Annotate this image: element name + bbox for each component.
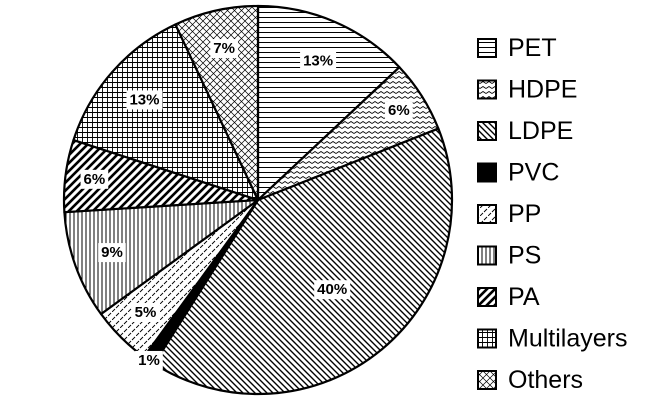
legend-label-pet: PET [508,34,557,62]
legend-label-ldpe: LDPE [508,117,573,145]
legend-swatch-pp [477,204,497,224]
data-label-bg-hdpe [385,101,413,121]
pie-data-labels: 13% 6% 40% 1% 5% 9% 6% 13% 7% [80,39,413,370]
data-label-bg-others [210,39,238,59]
legend-label-others: Others [508,366,583,394]
data-label-pa: 6% [84,171,106,188]
legend-swatch-pvc [477,162,497,183]
pie-slice-ldpe [152,127,454,396]
data-label-pet: 13% [303,53,333,70]
data-label-bg-pvc [135,350,163,370]
legend-swatch-ldpe [477,121,497,141]
data-label-others: 7% [213,40,235,57]
legend-swatch-pa [477,287,497,307]
data-label-bg-pa [80,169,109,189]
legend-label-pvc: PVC [508,159,559,187]
pie-slice-pet [256,4,401,202]
data-label-bg-multilayers [126,90,163,110]
legend-swatch-hdpe [477,79,497,100]
data-label-pp: 5% [135,304,157,321]
legend-label-ps: PS [508,242,541,270]
data-label-multilayers: 13% [129,91,159,108]
data-label-bg-pet [300,51,337,71]
legend-swatch-ps [477,245,497,266]
legend-label-multilayers: Multilayers [508,325,627,353]
data-label-ldpe: 40% [317,281,347,298]
legend-label-hdpe: HDPE [508,76,577,104]
pie-slice-ps [63,198,260,316]
legend-swatch-multilayers [477,328,497,349]
pie-slice-multilayers [72,23,260,202]
data-label-bg-ldpe [314,280,351,300]
data-label-bg-pp [131,302,160,322]
data-label-ps: 9% [101,244,123,261]
legend-label-pa: PA [508,283,540,311]
legend-swatch-others [477,370,497,390]
legend-label-pp: PP [508,200,541,228]
legend: PET HDPE LDPE PVC PP PS PA Multilayers Others [477,34,627,394]
data-label-hdpe: 6% [388,102,410,119]
data-label-bg-ps [98,243,126,263]
legend-swatch-pet [477,38,497,58]
data-label-pvc: 1% [138,352,160,369]
pie-slices [62,4,454,396]
